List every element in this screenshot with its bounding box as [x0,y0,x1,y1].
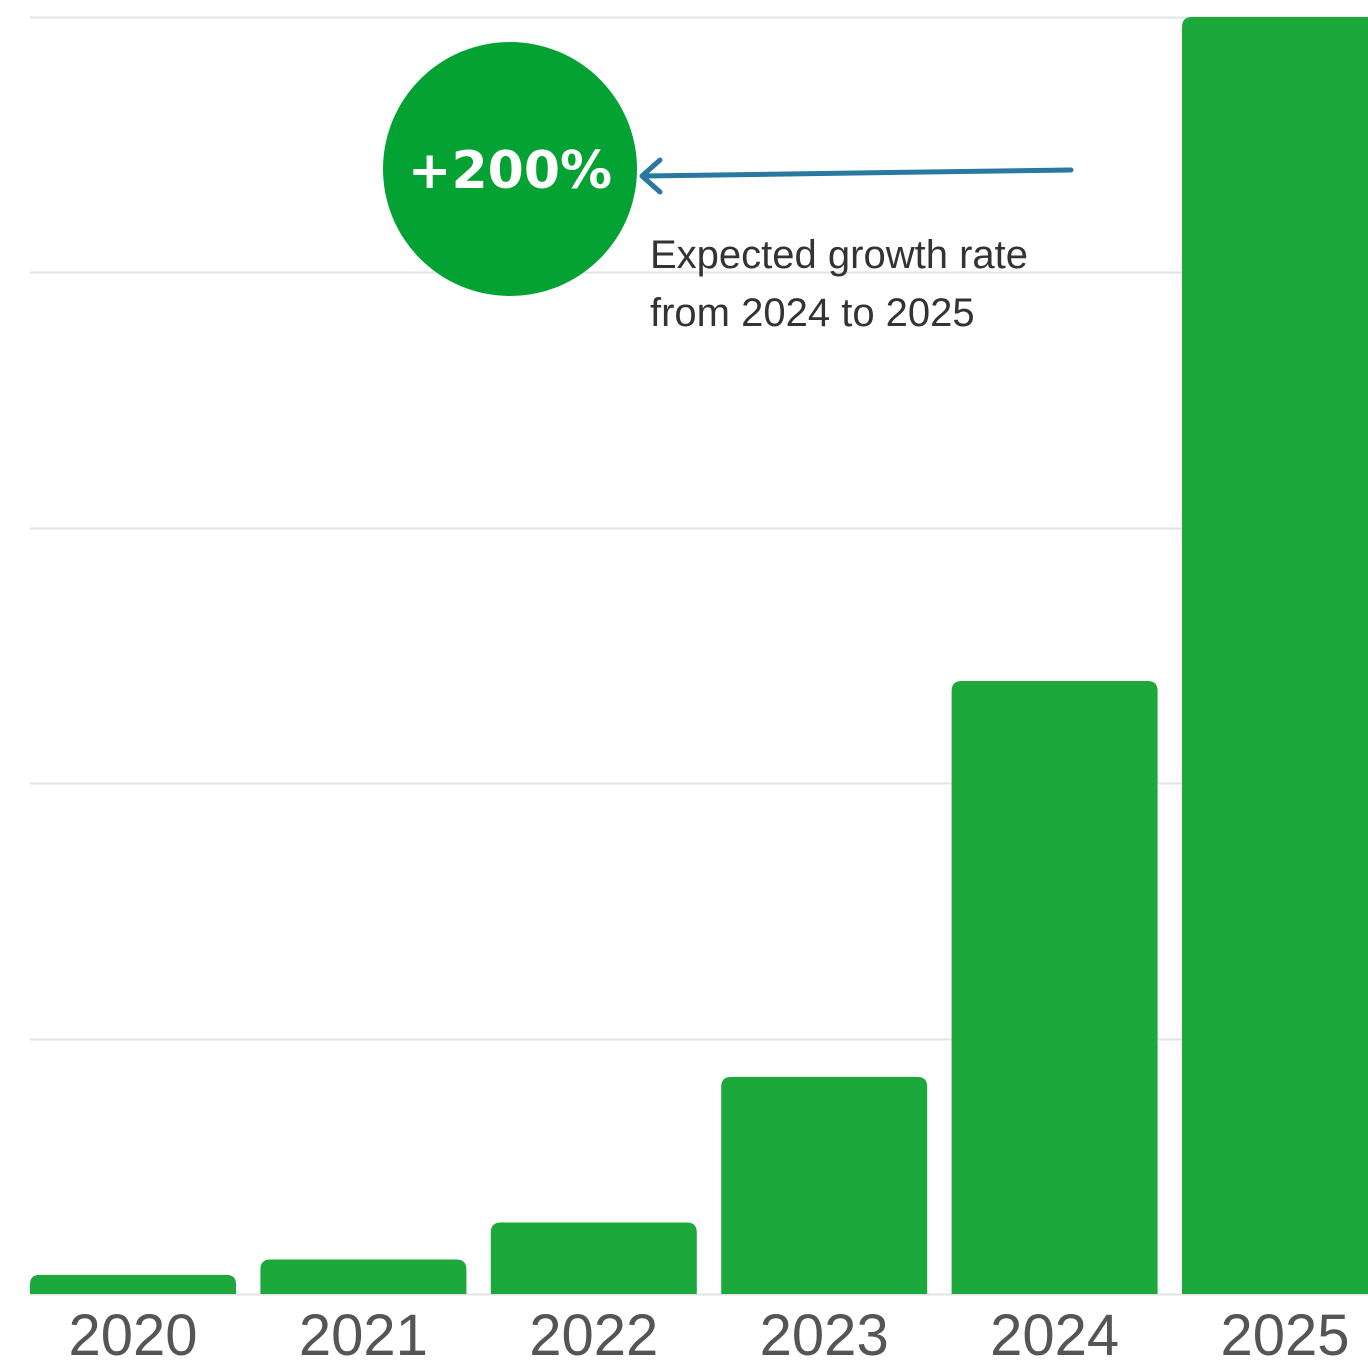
x-tick-label: 2025 [1220,1303,1349,1362]
bar-2021 [260,1259,467,1294]
arrow-head [639,157,663,195]
x-axis-tick-labels: 2020 2021 2022 2023 2024 2025 [68,1303,1349,1362]
bar-2023 [721,1076,928,1294]
growth-annotation: +200% Expected growth rate from 2024 to … [383,42,1074,335]
growth-note-line-2: from 2024 to 2025 [650,291,975,335]
bars [30,17,1368,1294]
x-tick-label: 2021 [299,1303,428,1362]
bar-2025 [1182,17,1368,1294]
x-tick-label: 2024 [990,1303,1119,1362]
bar-2024 [951,681,1158,1294]
bar-2022 [490,1222,697,1294]
growth-badge [383,42,637,296]
bar-2020 [30,1274,236,1294]
x-tick-label: 2020 [68,1303,197,1362]
x-tick-label: 2022 [529,1303,658,1362]
x-tick-label: 2023 [760,1303,889,1362]
arrow-shaft [641,167,1074,179]
gridlines [30,16,1368,1296]
growth-badge-label: +200% [408,141,612,201]
growth-note-line-1: Expected growth rate [650,233,1028,277]
